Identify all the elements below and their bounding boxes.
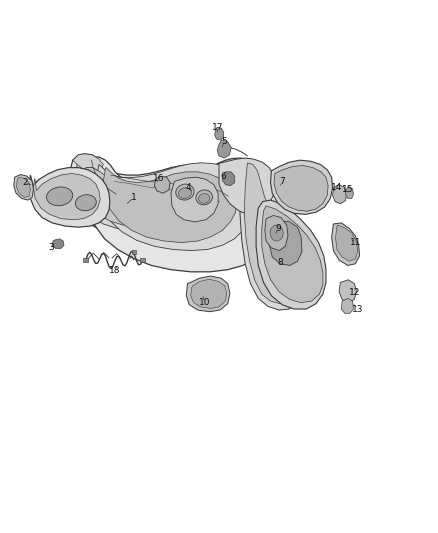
- Text: 11: 11: [350, 238, 361, 247]
- Polygon shape: [81, 167, 215, 229]
- Bar: [132, 250, 136, 254]
- Polygon shape: [217, 140, 231, 158]
- Text: 13: 13: [352, 304, 364, 313]
- Polygon shape: [14, 174, 33, 200]
- Polygon shape: [73, 154, 103, 172]
- Polygon shape: [171, 177, 218, 222]
- Polygon shape: [191, 279, 227, 309]
- Ellipse shape: [176, 184, 194, 200]
- Ellipse shape: [75, 195, 96, 211]
- Text: 4: 4: [186, 183, 191, 192]
- Polygon shape: [332, 223, 360, 265]
- Polygon shape: [240, 159, 304, 310]
- Text: 7: 7: [279, 177, 285, 186]
- Ellipse shape: [196, 190, 212, 205]
- Polygon shape: [336, 225, 358, 261]
- Bar: [83, 258, 88, 262]
- Text: 6: 6: [220, 172, 226, 181]
- Circle shape: [270, 225, 283, 241]
- Polygon shape: [16, 177, 30, 197]
- Polygon shape: [29, 167, 110, 227]
- Polygon shape: [274, 165, 328, 211]
- Polygon shape: [52, 239, 64, 248]
- Text: 8: 8: [277, 258, 283, 266]
- Polygon shape: [265, 215, 288, 251]
- Text: 3: 3: [48, 244, 54, 253]
- Polygon shape: [215, 127, 224, 140]
- Text: 16: 16: [153, 174, 165, 183]
- Polygon shape: [262, 206, 323, 303]
- Text: 1: 1: [131, 193, 137, 202]
- Polygon shape: [341, 298, 353, 313]
- Polygon shape: [103, 167, 237, 243]
- Polygon shape: [33, 173, 100, 220]
- Ellipse shape: [178, 188, 191, 198]
- Circle shape: [265, 235, 276, 247]
- Polygon shape: [75, 160, 229, 233]
- Polygon shape: [223, 172, 235, 185]
- Polygon shape: [219, 158, 275, 214]
- Polygon shape: [244, 163, 300, 304]
- Text: 15: 15: [342, 185, 353, 194]
- Bar: [141, 258, 145, 262]
- Polygon shape: [346, 187, 353, 198]
- Polygon shape: [332, 184, 346, 204]
- Polygon shape: [154, 176, 170, 193]
- Text: 17: 17: [212, 123, 224, 132]
- Polygon shape: [86, 157, 281, 272]
- Polygon shape: [186, 276, 230, 312]
- Ellipse shape: [198, 193, 210, 203]
- Polygon shape: [271, 160, 332, 214]
- Polygon shape: [97, 163, 254, 251]
- Text: 5: 5: [221, 137, 227, 146]
- Text: 12: 12: [349, 287, 360, 296]
- Polygon shape: [269, 221, 302, 265]
- Polygon shape: [68, 154, 240, 237]
- Polygon shape: [256, 200, 326, 309]
- Text: 10: 10: [199, 298, 211, 307]
- Text: 9: 9: [275, 224, 281, 233]
- Text: 2: 2: [22, 178, 28, 187]
- Ellipse shape: [46, 187, 73, 206]
- Text: 18: 18: [110, 266, 121, 275]
- Polygon shape: [339, 280, 357, 303]
- Text: 14: 14: [331, 183, 343, 192]
